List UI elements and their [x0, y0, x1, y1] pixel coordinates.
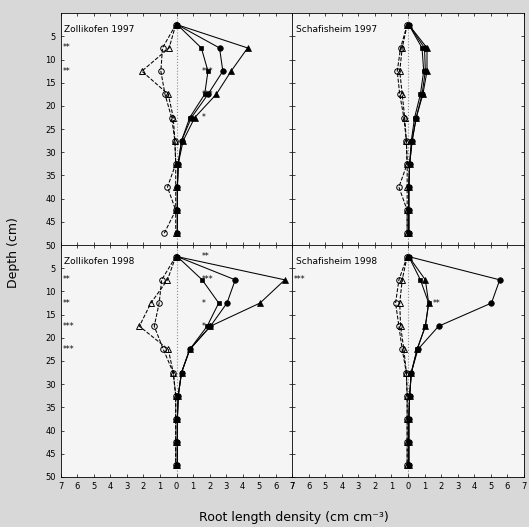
Text: Root length density (cm cm⁻³): Root length density (cm cm⁻³) — [199, 511, 388, 524]
Text: ***: *** — [202, 90, 213, 99]
Text: ***: *** — [62, 345, 74, 354]
Text: **: ** — [202, 252, 209, 261]
Text: **: ** — [62, 275, 70, 285]
Text: Schafisheim 1998: Schafisheim 1998 — [296, 257, 377, 266]
Text: Zollikofen 1998: Zollikofen 1998 — [64, 257, 134, 266]
Text: Schafisheim 1997: Schafisheim 1997 — [296, 25, 377, 34]
Text: *: * — [202, 321, 205, 331]
Text: ***: *** — [62, 321, 74, 331]
Text: **: ** — [62, 298, 70, 308]
Text: *: * — [202, 113, 205, 122]
Text: *: * — [202, 298, 205, 308]
Text: **: ** — [433, 298, 441, 308]
Text: **: ** — [62, 66, 70, 76]
Text: ***: *** — [294, 275, 306, 285]
Text: Depth (cm): Depth (cm) — [7, 218, 20, 288]
Text: Zollikofen 1997: Zollikofen 1997 — [64, 25, 134, 34]
Text: ***: *** — [202, 66, 213, 76]
Text: **: ** — [62, 43, 70, 53]
Text: ***: *** — [202, 275, 213, 285]
